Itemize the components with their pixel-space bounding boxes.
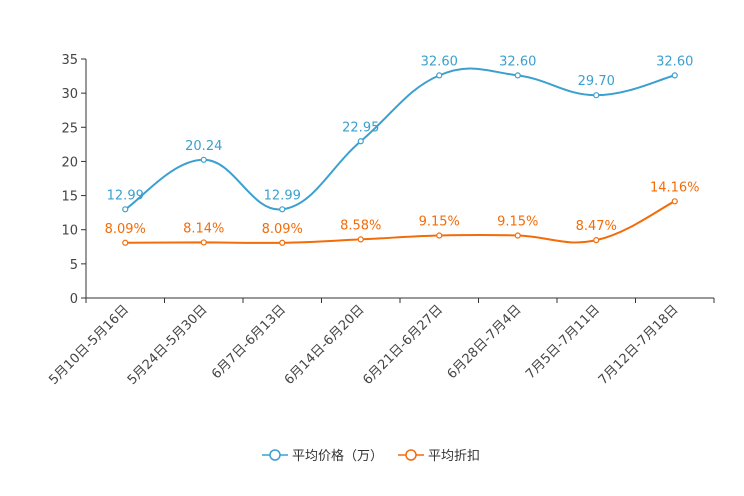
data-point [357, 138, 364, 145]
data-label: 9.15% [419, 215, 460, 230]
legend-marker-icon [405, 449, 417, 461]
data-point [357, 236, 364, 243]
data-point [671, 72, 678, 79]
y-tick-label: 15 [61, 190, 78, 205]
data-label: 29.70 [578, 74, 615, 89]
legend-item-0[interactable]: 平均价格（万） [262, 448, 383, 464]
data-label: 9.15% [497, 215, 538, 230]
x-tick-label: 6月28日-7月4日 [445, 302, 525, 382]
data-label: 12.99 [107, 188, 144, 203]
data-point [436, 72, 443, 79]
data-point [593, 237, 600, 244]
data-point [279, 206, 286, 213]
y-tick-label: 0 [70, 292, 78, 307]
data-label: 22.95 [342, 120, 379, 135]
data-label: 20.24 [185, 139, 222, 154]
x-tick-label: 6月14日-6月20日 [282, 302, 368, 388]
x-tick-label: 5月24日-5月30日 [125, 302, 211, 388]
data-point [436, 232, 443, 239]
data-label: 8.09% [262, 222, 303, 237]
data-point [122, 206, 129, 213]
data-point [671, 198, 678, 205]
data-point [514, 232, 521, 239]
data-label: 8.14% [183, 221, 224, 236]
data-label: 12.99 [264, 188, 301, 203]
data-label: 32.60 [499, 54, 536, 69]
data-point [593, 92, 600, 99]
legend-marker-icon [269, 449, 281, 461]
legend-label: 平均折扣 [428, 449, 480, 464]
x-tick-label: 6月7日-6月13日 [209, 302, 289, 382]
data-point [122, 239, 129, 246]
y-tick-label: 20 [61, 155, 78, 170]
x-tick-label: 7月5日-7月11日 [523, 302, 603, 382]
data-point [200, 156, 207, 163]
data-point [279, 239, 286, 246]
data-label: 8.58% [340, 218, 381, 233]
y-tick-label: 35 [61, 53, 78, 68]
data-label: 8.47% [576, 219, 617, 234]
legend-label: 平均价格（万） [292, 448, 383, 464]
y-tick-label: 30 [61, 87, 78, 102]
y-tick-label: 25 [61, 121, 78, 136]
y-tick-label: 10 [61, 224, 78, 239]
data-label: 14.16% [650, 180, 700, 195]
data-label: 8.09% [105, 222, 146, 237]
data-point [514, 72, 521, 79]
data-label: 32.60 [421, 54, 458, 69]
legend-item-1[interactable]: 平均折扣 [398, 449, 480, 464]
x-tick-label: 7月12日-7月18日 [596, 302, 682, 388]
data-label: 32.60 [656, 54, 693, 69]
legend[interactable]: 平均价格（万） 平均折扣 [262, 448, 480, 464]
x-tick-label: 6月21日-6月27日 [360, 302, 446, 388]
series-line-0 [124, 67, 675, 211]
data-point [200, 239, 207, 246]
y-tick-label: 5 [70, 258, 78, 273]
x-tick-label: 5月10日-5月16日 [46, 302, 132, 388]
